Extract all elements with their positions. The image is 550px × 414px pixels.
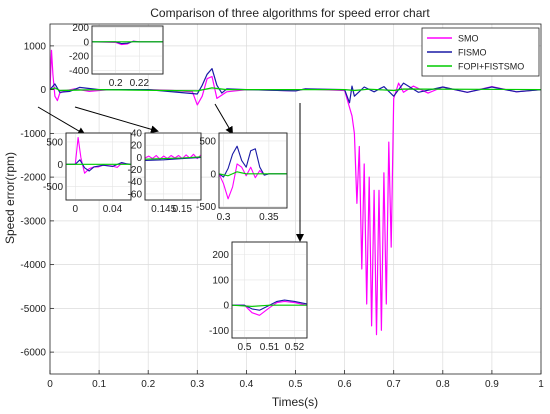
legend-label-smo: SMO [458, 34, 479, 44]
inset-x-tick-label: 0.15 [173, 204, 193, 215]
inset-x-tick-label: 0.22 [130, 78, 150, 89]
inset-y-tick-label: -100 [209, 326, 229, 337]
inset-frame [144, 132, 202, 201]
y-tick-label: 1000 [24, 41, 47, 52]
inset-border [144, 132, 202, 201]
inset-series-line-fismo [66, 159, 131, 172]
inset-y-tick-label: -40 [128, 177, 143, 188]
inset-y-tick-label: -60 [128, 189, 143, 200]
zoom-arrow [214, 103, 234, 135]
inset-x-tick-label: 0.145 [151, 204, 176, 215]
x-tick-label: 0.2 [141, 379, 155, 390]
inset-series-line-smo [145, 153, 201, 160]
legend: SMO FISMO FOPI+FISTSMO [421, 27, 540, 77]
inset-y-tick-label: -400 [69, 66, 89, 77]
inset-y-tick-label: 20 [131, 141, 143, 152]
inset-series [145, 153, 201, 161]
series-line-smo [50, 49, 541, 336]
inset-series-line-fopi-fistsmo [145, 156, 201, 160]
inset-series [219, 145, 287, 200]
zoom-arrows [37, 103, 304, 242]
inset-2: 500 0 -500 0 0.04 [43, 132, 132, 215]
y-tick-label: -6000 [20, 348, 46, 359]
inset-x-tick-label: 0.51 [260, 342, 280, 353]
inset-y-tick-label: 200 [212, 250, 229, 261]
inset-series-line-smo [232, 300, 307, 316]
y-tick-label: -3000 [20, 216, 46, 227]
y-tick-label: -4000 [20, 260, 46, 271]
inset-series-line-fismo [219, 145, 287, 178]
inset-y-tick-label: 0 [223, 301, 229, 312]
inset-x-tick-label: 0.35 [259, 212, 279, 223]
y-axis-label: Speed error(rpm) [3, 152, 17, 244]
x-tick-label: 0 [47, 379, 53, 390]
inset-y-tick-label: -20 [128, 165, 143, 176]
inset-border [65, 132, 132, 201]
inset-x-tick-label: 0.2 [109, 78, 123, 89]
y-tick-label: -5000 [20, 304, 46, 315]
inset-y-tick-label: -500 [196, 202, 216, 213]
chart-title: Comparison of three algorithms for speed… [150, 6, 430, 20]
inset-y-tick-label: 500 [199, 136, 216, 147]
tick-labels: 0 0.1 0.2 0.3 0.4 0.5 0.6 0.7 0.8 0.9 110000-1000-… [20, 41, 544, 390]
inset-y-tick-label: 200 [72, 23, 89, 34]
inset-5: 200 100 0 -100 0.5 0.51 0.52 [209, 241, 308, 353]
x-tick-label: 0.6 [338, 379, 352, 390]
inset-y-tick-label: 0 [83, 37, 89, 48]
x-axis-label: Times(s) [272, 395, 318, 409]
x-tick-label: 0.7 [387, 379, 401, 390]
inset-series [232, 299, 307, 316]
x-tick-label: 0.1 [92, 379, 106, 390]
inset-series [92, 40, 163, 46]
zoom-arrow [37, 106, 86, 136]
y-tick-label: -1000 [20, 129, 46, 140]
inset-y-tick-label: -500 [43, 182, 63, 193]
inset-border [218, 132, 288, 209]
inset-y-tick-label: 0 [136, 153, 142, 164]
inset-x-tick-label: 0.04 [103, 204, 123, 215]
inset-series-line-fismo [145, 156, 201, 161]
x-tick-label: 0.9 [485, 379, 499, 390]
inset-frame [91, 25, 164, 75]
inset-y-tick-label: 0 [57, 160, 63, 171]
inset-series-line-fopi-fistsmo [232, 304, 307, 307]
inset-x-tick-label: 0 [73, 204, 79, 215]
inset-x-tick-label: 0.52 [285, 342, 305, 353]
y-tick-label: 0 [40, 85, 46, 96]
inset-series-line-fopi-fistsmo [219, 171, 287, 177]
inset-series [66, 136, 131, 174]
inset-border [231, 241, 308, 339]
inset-y-tick-label: 40 [131, 129, 143, 140]
legend-label-fopi-fistsmo: FOPI+FISTSMO [458, 62, 524, 72]
x-tick-label: 0.8 [436, 379, 450, 390]
inset-y-tick-label: 500 [46, 137, 63, 148]
y-tick-label: -2000 [20, 173, 46, 184]
legend-label-fismo: FISMO [458, 48, 487, 58]
x-tick-label: 0.3 [190, 379, 204, 390]
series-line-fopi-fistsmo [50, 87, 541, 92]
series-lines [50, 49, 541, 336]
inset-frame [218, 132, 288, 209]
inset-1: 200 0 -200 -400 0.2 0.22 [69, 23, 164, 89]
x-tick-label: 0.4 [239, 379, 253, 390]
inset-x-tick-label: 0.3 [217, 212, 231, 223]
x-tick-label: 1 [538, 379, 544, 390]
inset-x-tick-label: 0.5 [238, 342, 252, 353]
inset-4: 500 0 -5000.3 0.35 [196, 132, 288, 223]
inset-y-tick-label: 0 [210, 169, 216, 180]
inset-y-tick-label: 100 [212, 275, 229, 286]
inset-y-tick-label: -200 [69, 52, 89, 63]
x-tick-label: 0.5 [289, 379, 303, 390]
zoom-arrow [74, 106, 159, 134]
inset-border [91, 25, 164, 75]
